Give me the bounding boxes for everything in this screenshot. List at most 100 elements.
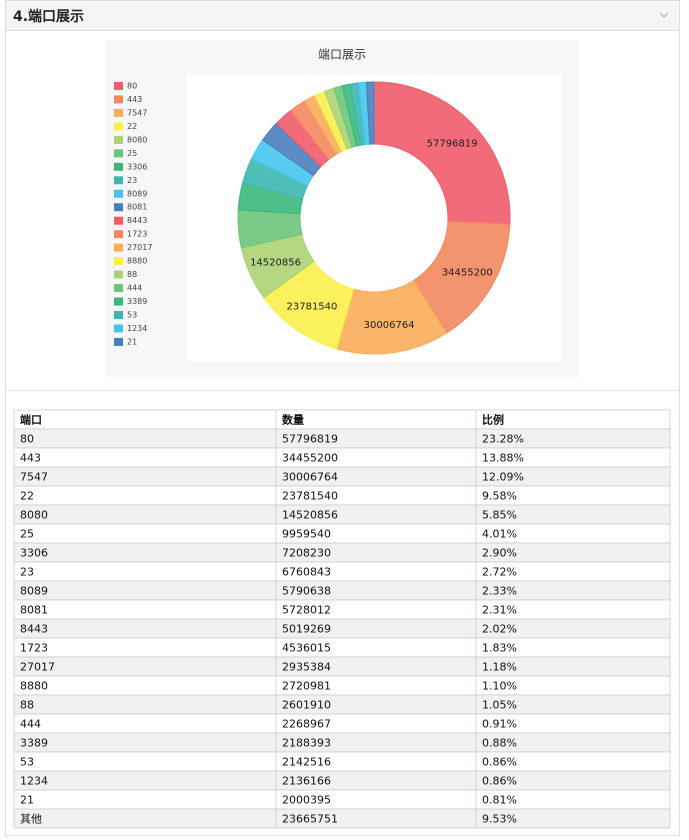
table-cell: 2.72% bbox=[482, 566, 517, 579]
table-cell: 0.91% bbox=[482, 718, 517, 731]
table-header-cell: 端口 bbox=[20, 413, 42, 427]
table-header-cell: 数量 bbox=[282, 413, 304, 427]
legend-swatch bbox=[114, 162, 123, 171]
table-cell: 2142516 bbox=[282, 756, 331, 769]
table-cell: 1.83% bbox=[482, 642, 517, 655]
table-cell: 23781540 bbox=[282, 490, 338, 503]
table-cell: 其他 bbox=[20, 813, 42, 826]
data-label: 23781540 bbox=[287, 301, 338, 312]
table-cell: 13.88% bbox=[482, 452, 524, 465]
table-cell: 80 bbox=[20, 433, 34, 446]
data-label: 34455200 bbox=[442, 267, 493, 278]
table-cell: 0.86% bbox=[482, 775, 517, 788]
legend-label: 1723 bbox=[127, 230, 147, 239]
data-label: 57796819 bbox=[427, 138, 478, 149]
table-cell: 0.86% bbox=[482, 756, 517, 769]
legend-swatch bbox=[114, 270, 123, 279]
panel-header bbox=[6, 1, 679, 30]
table-cell: 8880 bbox=[20, 680, 48, 693]
table-cell: 2.31% bbox=[482, 604, 517, 617]
legend-label: 25 bbox=[127, 149, 137, 158]
table-row bbox=[13, 808, 671, 829]
table-cell: 4.01% bbox=[482, 528, 517, 541]
table-cell: 88 bbox=[20, 699, 34, 712]
legend-label: 80 bbox=[127, 82, 137, 91]
table-cell: 1.10% bbox=[482, 680, 517, 693]
table-cell: 57796819 bbox=[282, 433, 338, 446]
table-cell: 2.02% bbox=[482, 623, 517, 636]
legend-label: 8081 bbox=[127, 203, 147, 212]
table-cell: 2000395 bbox=[282, 794, 331, 807]
table-row bbox=[13, 542, 671, 563]
table-cell: 0.88% bbox=[482, 737, 517, 750]
table-row bbox=[13, 523, 671, 544]
legend-swatch bbox=[114, 337, 123, 346]
table-row bbox=[13, 447, 671, 468]
table-row bbox=[13, 485, 671, 506]
legend-label: 88 bbox=[127, 270, 137, 279]
legend-label: 8089 bbox=[127, 189, 147, 198]
table-cell: 12.09% bbox=[482, 471, 524, 484]
table-row bbox=[13, 789, 671, 810]
table-row bbox=[13, 504, 671, 525]
table-cell: 34455200 bbox=[282, 452, 338, 465]
table-cell: 8443 bbox=[20, 623, 48, 636]
table-cell: 2720981 bbox=[282, 680, 331, 693]
table-cell: 1.18% bbox=[482, 661, 517, 674]
collapse-icon[interactable] bbox=[659, 12, 669, 19]
table-cell: 23665751 bbox=[282, 813, 338, 826]
table-row bbox=[13, 770, 671, 791]
table-row bbox=[13, 618, 671, 639]
data-label: 30006764 bbox=[364, 320, 415, 331]
table-row bbox=[13, 580, 671, 601]
legend-label: 8880 bbox=[127, 257, 147, 266]
table-cell: 3389 bbox=[20, 737, 48, 750]
table-cell: 9.58% bbox=[482, 490, 517, 503]
table-cell: 8081 bbox=[20, 604, 48, 617]
table-cell: 27017 bbox=[20, 661, 55, 674]
legend-label: 23 bbox=[127, 176, 137, 185]
table-cell: 23 bbox=[20, 566, 34, 579]
table-cell: 14520856 bbox=[282, 509, 338, 522]
legend-swatch bbox=[114, 189, 123, 198]
legend-swatch bbox=[114, 297, 123, 306]
legend-swatch bbox=[114, 324, 123, 333]
table-cell: 21 bbox=[20, 794, 34, 807]
legend-label: 53 bbox=[127, 310, 137, 319]
table-cell: 3306 bbox=[20, 547, 48, 560]
table-row bbox=[13, 599, 671, 620]
table-cell: 2.90% bbox=[482, 547, 517, 560]
table-cell: 7547 bbox=[20, 471, 48, 484]
table-row bbox=[13, 732, 671, 753]
slice bbox=[373, 81, 511, 225]
table-cell: 0.81% bbox=[482, 794, 517, 807]
legend-swatch bbox=[114, 108, 123, 117]
table-cell: 2601910 bbox=[282, 699, 331, 712]
table-cell: 7208230 bbox=[282, 547, 331, 560]
section-title: 4.端口展示 bbox=[13, 8, 84, 25]
legend-label: 7547 bbox=[127, 108, 147, 117]
table-cell: 53 bbox=[20, 756, 34, 769]
table-row bbox=[13, 561, 671, 582]
table-cell: 4536015 bbox=[282, 642, 331, 655]
table-cell: 23.28% bbox=[482, 433, 524, 446]
legend-swatch bbox=[114, 149, 123, 158]
table-row bbox=[13, 675, 671, 696]
legend-swatch bbox=[114, 243, 123, 252]
table-row bbox=[13, 428, 671, 449]
table-row bbox=[13, 713, 671, 734]
table-row bbox=[13, 637, 671, 658]
table-cell: 1723 bbox=[20, 642, 48, 655]
table-row bbox=[13, 656, 671, 677]
legend-swatch bbox=[114, 203, 123, 212]
table-row bbox=[13, 694, 671, 715]
table-row bbox=[13, 751, 671, 772]
data-label: 14520856 bbox=[250, 257, 301, 268]
table-cell: 9959540 bbox=[282, 528, 331, 541]
table-cell: 1.05% bbox=[482, 699, 517, 712]
table-cell: 8089 bbox=[20, 585, 48, 598]
legend-swatch bbox=[114, 82, 123, 90]
table-cell: 5728012 bbox=[282, 604, 331, 617]
legend-swatch bbox=[114, 284, 123, 293]
